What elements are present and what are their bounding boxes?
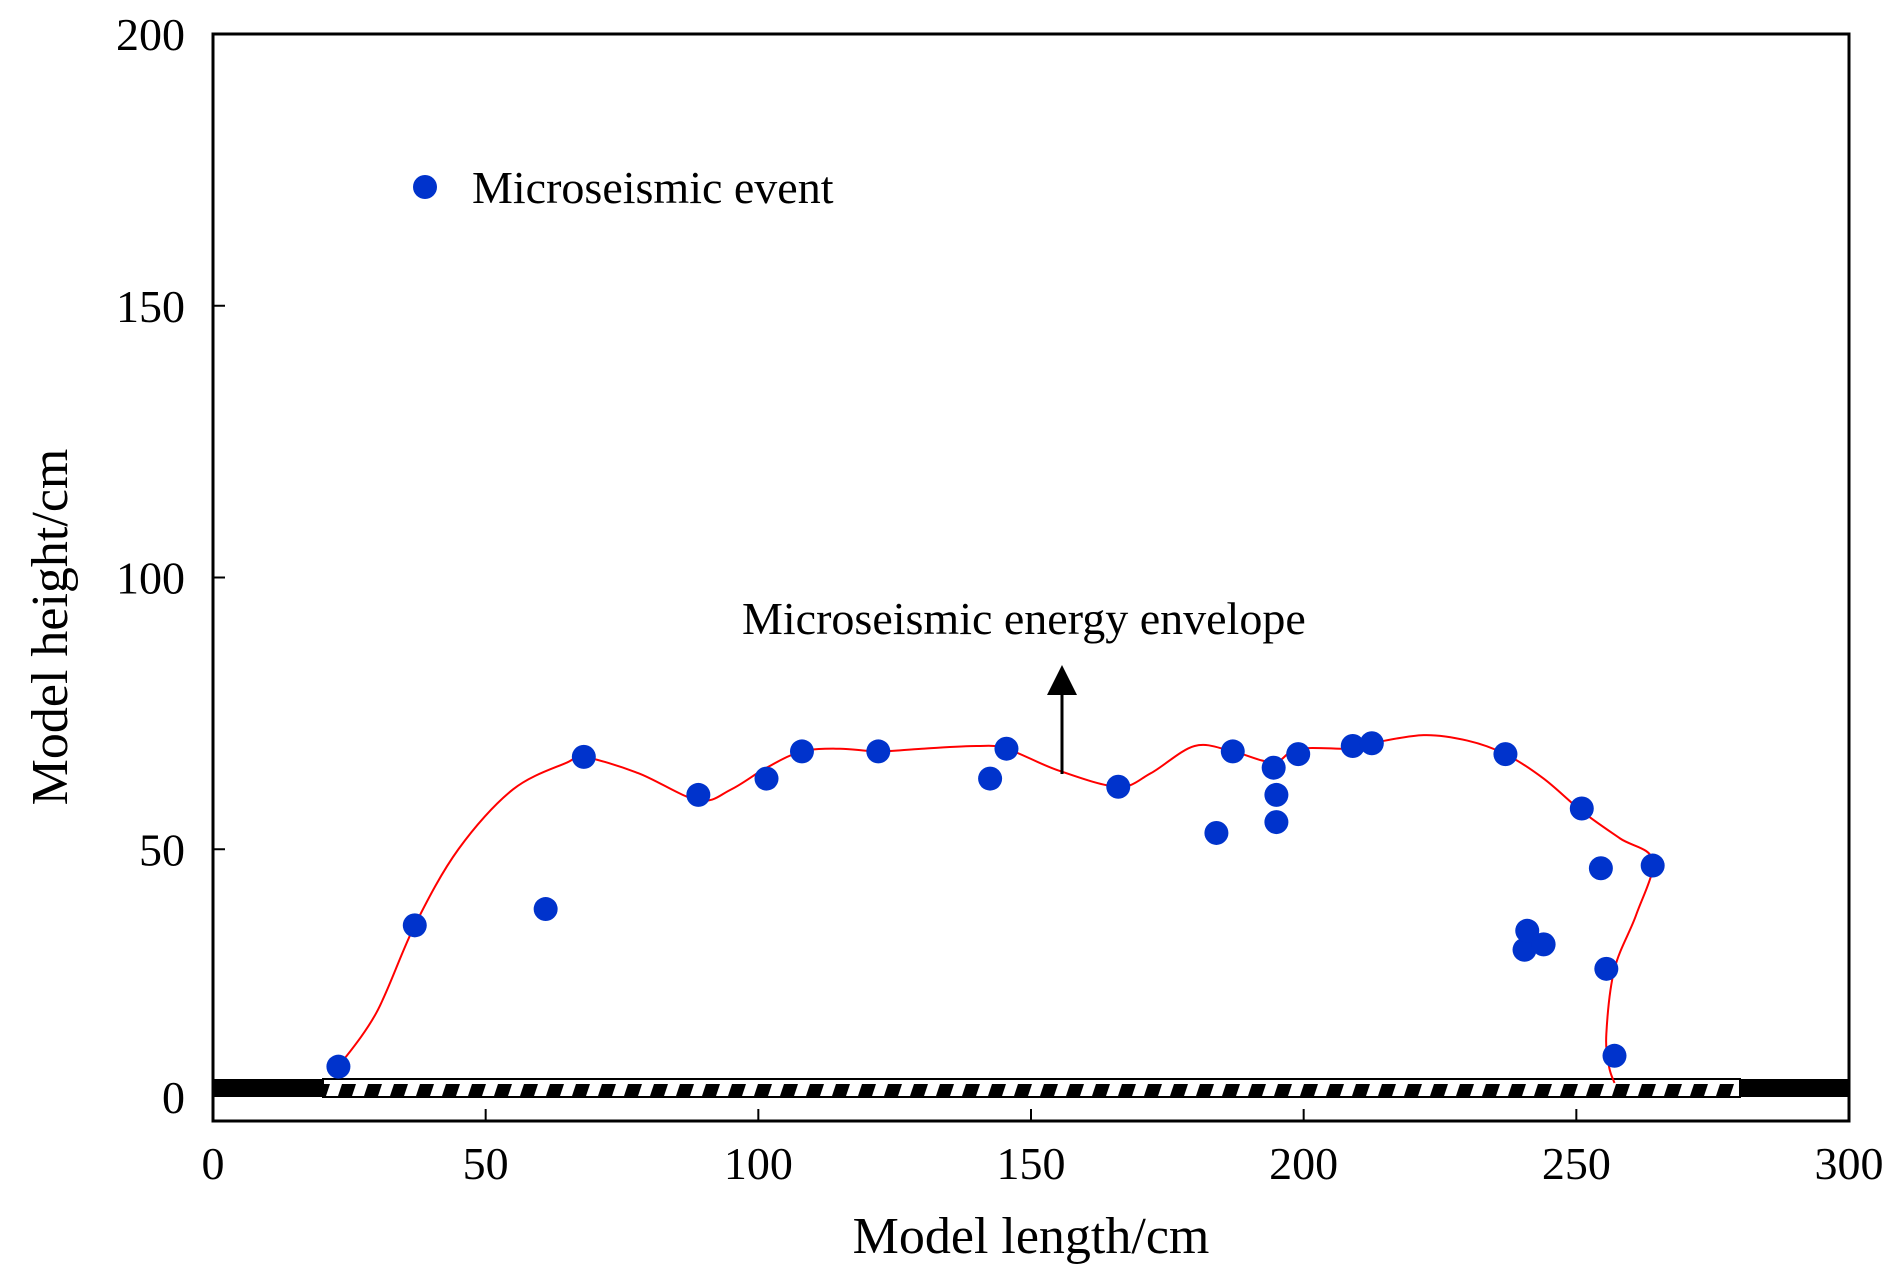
microseismic-event-point xyxy=(1220,739,1245,764)
microseismic-event-point xyxy=(686,782,711,807)
microseismic-event-point xyxy=(978,766,1003,791)
x-axis: 0 50 100 150 200 250 300 xyxy=(202,1109,1884,1189)
legend: Microseismic event xyxy=(413,162,834,213)
microseismic-event-point xyxy=(1569,796,1594,821)
microseismic-event-point xyxy=(754,766,779,791)
x-tick-label: 200 xyxy=(1269,1138,1338,1189)
x-axis-title: Model length/cm xyxy=(853,1208,1210,1265)
envelope-annotation: Microseismic energy envelope xyxy=(742,593,1306,644)
microseismic-event-point xyxy=(571,744,596,769)
x-tick-label: 300 xyxy=(1815,1138,1884,1189)
microseismic-event-point xyxy=(1106,774,1131,799)
microseismic-event-point xyxy=(1602,1043,1627,1068)
microseismic-event-point xyxy=(1640,853,1665,878)
microseismic-event-point xyxy=(1264,810,1289,835)
microseismic-event-point xyxy=(994,736,1019,761)
x-tick-label: 50 xyxy=(463,1138,509,1189)
microseismic-event-point xyxy=(326,1054,351,1079)
microseismic-event-point xyxy=(1588,856,1613,881)
microseismic-event-point xyxy=(1264,782,1289,807)
microseismic-event-point xyxy=(789,739,814,764)
microseismic-event-point xyxy=(1359,731,1384,756)
microseismic-event-point xyxy=(1512,937,1537,962)
y-tick-label: 50 xyxy=(139,824,185,875)
y-tick-label: 200 xyxy=(116,9,185,60)
y-tick-label: 0 xyxy=(162,1072,185,1123)
microseismic-event-point xyxy=(533,897,558,922)
legend-label: Microseismic event xyxy=(472,162,834,213)
x-tick-label: 150 xyxy=(997,1138,1066,1189)
microseismic-event-point xyxy=(1594,956,1619,981)
y-axis: 0 50 100 150 200 xyxy=(116,9,225,1123)
x-tick-label: 250 xyxy=(1542,1138,1611,1189)
scatter-points xyxy=(326,731,1665,1079)
microseismic-event-point xyxy=(1204,820,1229,845)
y-axis-title: Model height/cm xyxy=(22,449,79,806)
x-tick-label: 100 xyxy=(724,1138,793,1189)
legend-marker xyxy=(413,175,437,199)
microseismic-event-point xyxy=(1493,742,1518,767)
microseismic-event-point xyxy=(402,913,427,938)
y-tick-label: 150 xyxy=(116,281,185,332)
microseismic-event-point xyxy=(866,739,891,764)
y-tick-label: 100 xyxy=(116,553,185,604)
microseismic-event-point xyxy=(1286,742,1311,767)
microseismic-event-point xyxy=(1531,932,1556,957)
ground-strip xyxy=(213,1078,1849,1098)
x-tick-label: 0 xyxy=(202,1138,225,1189)
microseismic-event-point xyxy=(1261,755,1286,780)
microseismic-event-point xyxy=(1515,918,1540,943)
microseismic-event-point xyxy=(1340,733,1365,758)
